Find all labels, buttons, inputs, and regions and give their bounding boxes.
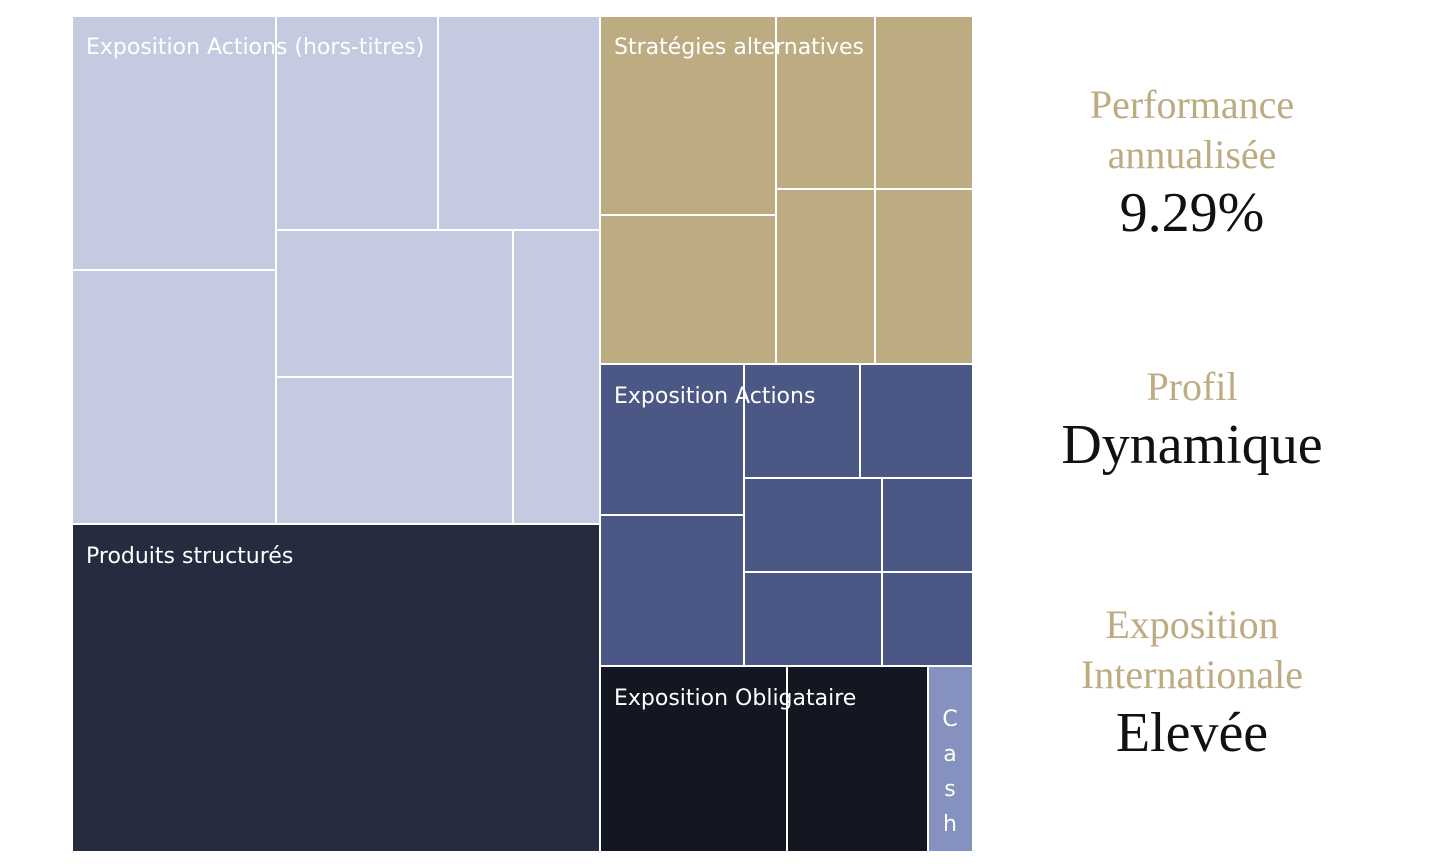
kpi-exposition-label-2: Internationale: [1080, 652, 1304, 697]
tile-exposition-actions-5: [743, 477, 883, 573]
kpi-performance-value: 9.29%: [1119, 182, 1265, 244]
tile-exposition-obligataire-2: [786, 665, 929, 853]
kpi-exposition: Exposition Internationale Elevée: [1002, 600, 1382, 766]
label-cash-letter-4: h: [943, 812, 957, 837]
tile-produits-structures-1: [71, 523, 601, 853]
kpi-performance-label-1: Performance: [1089, 82, 1295, 127]
tile-strategies-alternatives-2: [775, 15, 876, 190]
kpi-exposition-label-1: Exposition: [1105, 602, 1279, 647]
tile-strategies-alternatives-6: [874, 188, 974, 365]
label-cash-letter-2: a: [943, 742, 956, 767]
label-cash-letter-1: C: [942, 707, 957, 732]
kpi-performance-label-2: annualisée: [1107, 132, 1277, 177]
tile-actions-hors-titres-5: [275, 229, 514, 378]
tile-actions-hors-titres-2: [275, 15, 439, 231]
label-strategies-alternatives: Stratégies alternatives: [614, 35, 864, 60]
tile-exposition-actions-7: [743, 571, 883, 667]
tile-exposition-actions-6: [881, 477, 974, 573]
kpi-performance: Performance annualisée 9.29%: [1002, 80, 1382, 246]
tile-cash-1: [927, 665, 974, 853]
tile-strategies-alternatives-4: [599, 214, 777, 365]
tile-strategies-alternatives-3: [874, 15, 974, 190]
kpi-exposition-value: Elevée: [1115, 702, 1269, 764]
tile-actions-hors-titres-4: [71, 269, 277, 525]
label-exposition-obligataire: Exposition Obligataire: [614, 686, 856, 711]
tile-actions-hors-titres-6: [275, 376, 514, 525]
tile-exposition-actions-4: [599, 514, 745, 667]
tile-strategies-alternatives-5: [775, 188, 876, 365]
tile-exposition-actions-8: [881, 571, 974, 667]
label-produits-structures: Produits structurés: [86, 544, 293, 569]
tile-exposition-actions-3: [859, 363, 974, 479]
tile-exposition-obligataire-1: [599, 665, 788, 853]
tile-exposition-actions-2: [743, 363, 861, 479]
tile-actions-hors-titres-3: [437, 15, 601, 231]
kpi-profil-value: Dynamique: [1061, 414, 1323, 476]
tile-actions-hors-titres-7: [512, 229, 601, 525]
label-exposition-actions: Exposition Actions: [614, 384, 815, 409]
tile-actions-hors-titres-1: [71, 15, 277, 271]
kpi-profil-label: Profil: [1146, 364, 1238, 409]
label-actions-hors-titres: Exposition Actions (hors-titres): [86, 35, 424, 60]
tile-strategies-alternatives-1: [599, 15, 777, 216]
treemap-chart: Exposition Actions (hors-titres) Stratég…: [71, 15, 974, 853]
tile-exposition-actions-1: [599, 363, 745, 516]
kpi-profil: Profil Dynamique: [1002, 362, 1382, 478]
label-cash-letter-3: s: [944, 777, 955, 802]
